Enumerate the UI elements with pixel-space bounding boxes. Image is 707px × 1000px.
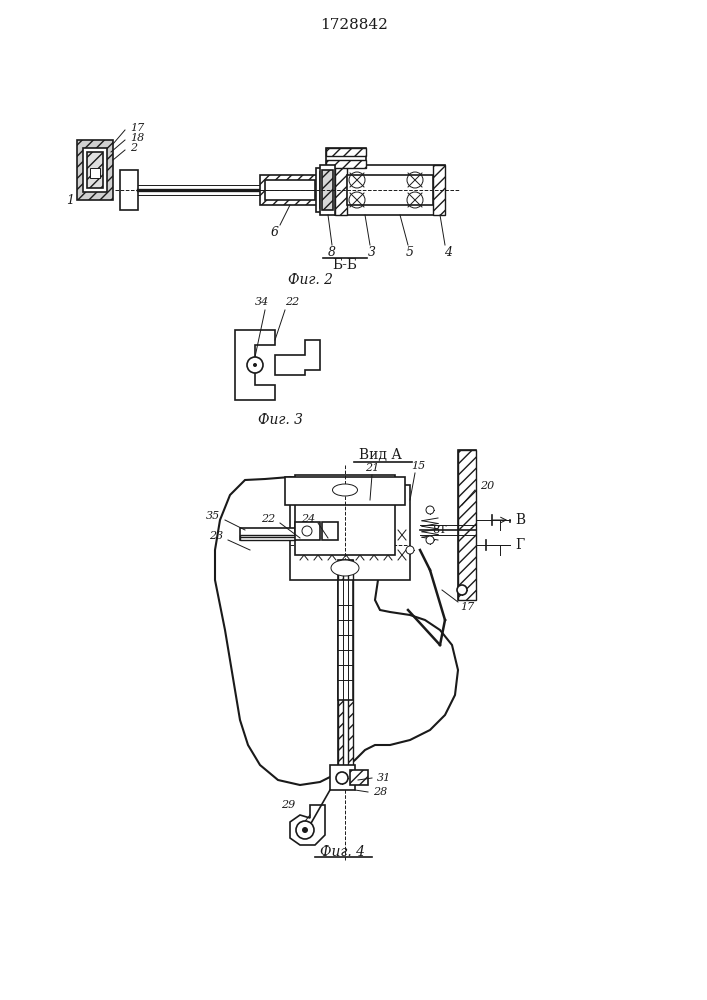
- Text: 6: 6: [271, 226, 279, 238]
- Bar: [350, 770, 368, 785]
- Ellipse shape: [331, 560, 359, 576]
- Text: 21: 21: [365, 463, 379, 473]
- Circle shape: [336, 772, 348, 784]
- Text: 22: 22: [285, 297, 299, 307]
- Polygon shape: [275, 340, 320, 375]
- Bar: [326, 148, 366, 168]
- Text: 17: 17: [130, 123, 144, 133]
- Bar: [295, 475, 395, 555]
- Bar: [322, 170, 333, 210]
- Text: 4: 4: [444, 245, 452, 258]
- Circle shape: [253, 363, 257, 367]
- Bar: [433, 165, 445, 215]
- Bar: [87, 152, 103, 188]
- Text: 2: 2: [130, 143, 137, 153]
- Bar: [338, 560, 343, 780]
- Bar: [120, 170, 138, 210]
- Text: 20: 20: [480, 481, 494, 491]
- Bar: [83, 148, 107, 192]
- Circle shape: [426, 506, 434, 514]
- Circle shape: [302, 827, 308, 833]
- Bar: [320, 172, 324, 208]
- Bar: [320, 165, 335, 215]
- Text: 3: 3: [368, 245, 376, 258]
- Bar: [458, 450, 476, 600]
- Circle shape: [426, 536, 434, 544]
- Text: Вид А: Вид А: [358, 448, 402, 462]
- Text: 31: 31: [377, 773, 391, 783]
- Text: 35: 35: [206, 511, 220, 521]
- Bar: [240, 535, 295, 540]
- Ellipse shape: [332, 484, 358, 496]
- Text: Фиг. 3: Фиг. 3: [257, 413, 303, 427]
- Bar: [348, 560, 353, 780]
- Text: 24: 24: [300, 514, 315, 524]
- Polygon shape: [290, 805, 325, 845]
- Bar: [240, 528, 295, 540]
- Text: 5: 5: [406, 245, 414, 258]
- Ellipse shape: [296, 821, 314, 839]
- Text: Фиг. 4: Фиг. 4: [320, 845, 365, 859]
- Text: 29: 29: [281, 800, 295, 810]
- Bar: [295, 522, 320, 540]
- Text: 1728842: 1728842: [320, 18, 388, 32]
- Bar: [326, 148, 366, 156]
- Text: В: В: [515, 513, 525, 527]
- Bar: [338, 580, 353, 700]
- Bar: [265, 180, 315, 200]
- Text: Б-Б: Б-Б: [332, 258, 358, 272]
- Bar: [338, 560, 353, 780]
- Text: 22: 22: [261, 514, 275, 524]
- Text: 34: 34: [255, 297, 269, 307]
- Bar: [316, 168, 324, 212]
- Circle shape: [247, 357, 263, 373]
- Bar: [330, 765, 355, 790]
- Bar: [77, 140, 113, 200]
- Bar: [90, 168, 100, 178]
- Text: 8Т: 8Т: [432, 525, 447, 535]
- Text: 1: 1: [66, 194, 74, 207]
- Bar: [285, 477, 405, 505]
- Text: Г: Г: [515, 538, 525, 552]
- Text: Фиг. 2: Фиг. 2: [288, 273, 332, 287]
- Polygon shape: [215, 477, 458, 785]
- Circle shape: [406, 546, 414, 554]
- Bar: [458, 450, 476, 600]
- Bar: [335, 165, 445, 215]
- Text: 23: 23: [209, 531, 223, 541]
- Bar: [347, 175, 433, 205]
- Bar: [326, 160, 366, 168]
- Polygon shape: [235, 330, 275, 400]
- Text: 18: 18: [130, 133, 144, 143]
- Text: 28: 28: [373, 787, 387, 797]
- Circle shape: [457, 585, 467, 595]
- Text: 15: 15: [411, 461, 425, 471]
- Circle shape: [302, 526, 312, 536]
- Bar: [260, 175, 320, 205]
- Bar: [335, 165, 347, 215]
- Bar: [290, 485, 410, 580]
- Text: 8: 8: [328, 245, 336, 258]
- Text: 17: 17: [460, 602, 474, 612]
- Bar: [322, 522, 338, 540]
